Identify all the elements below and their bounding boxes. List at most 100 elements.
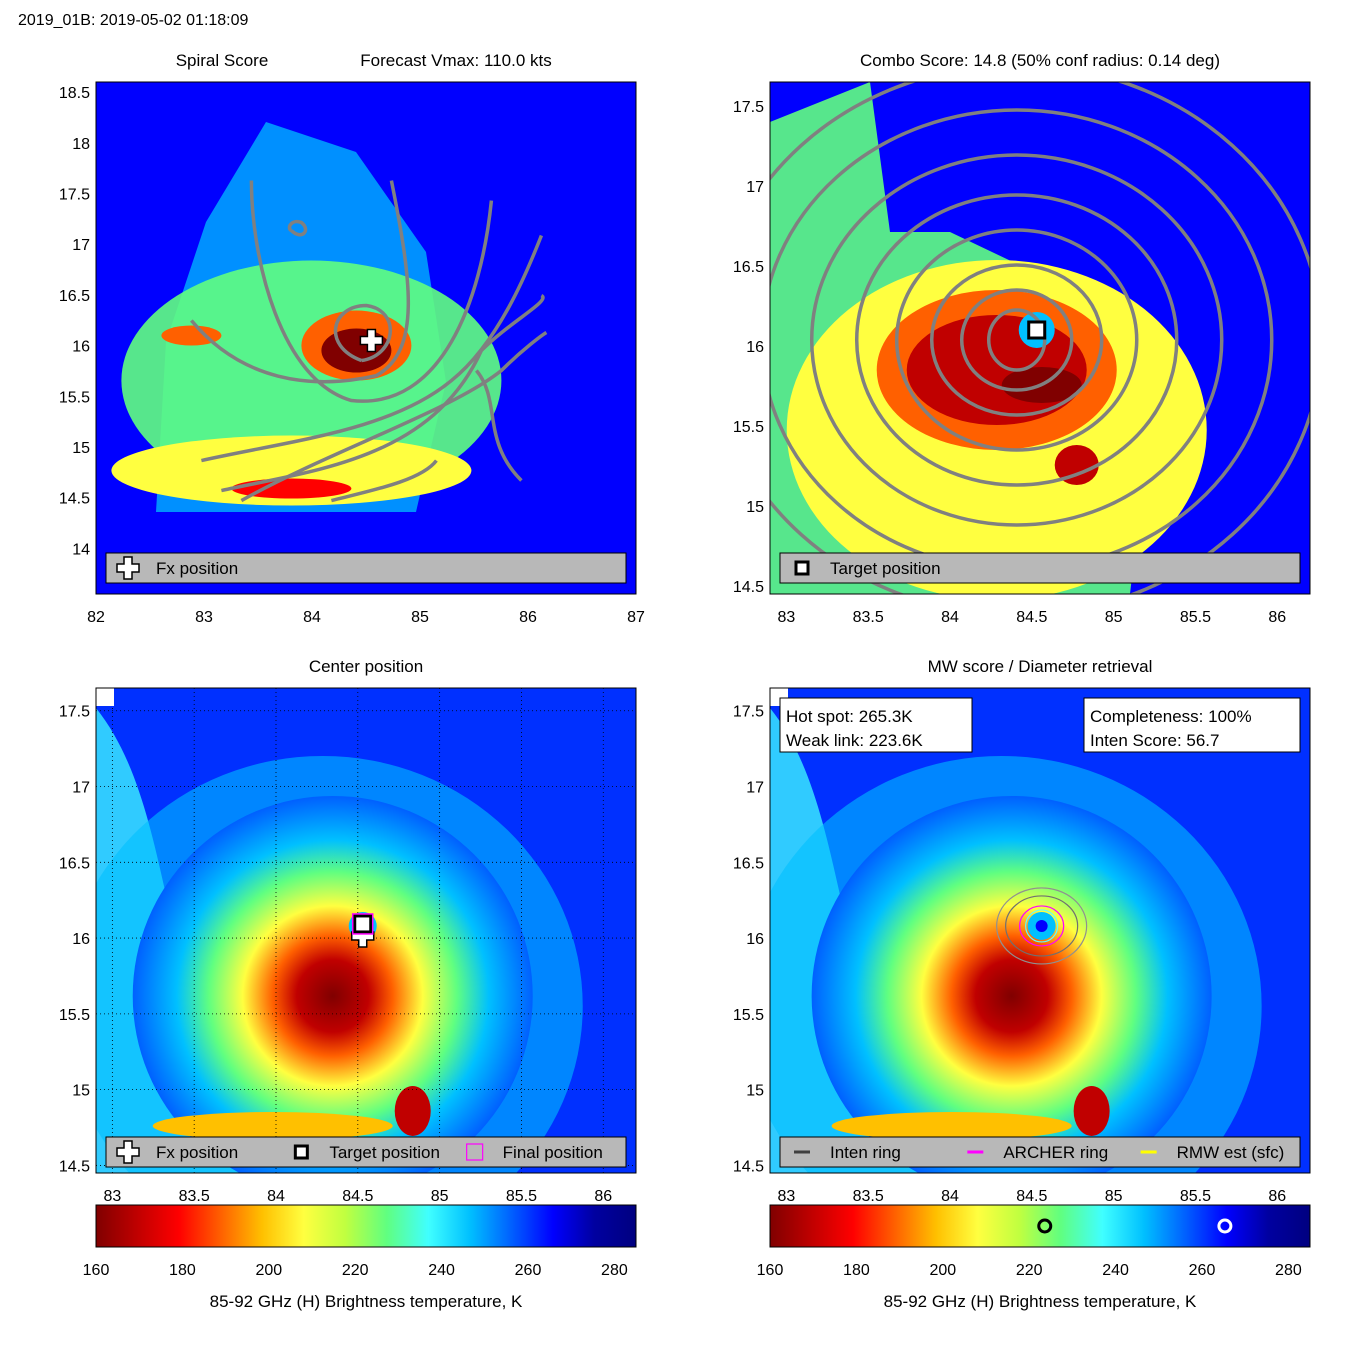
colorbar-cb-left: 160 180 200 220 240 260 280 85-92 GHz (H) Brigh…: [83, 1204, 637, 1311]
y-tick-label: 17: [746, 780, 764, 797]
y-tick-label: 15.5: [733, 419, 764, 436]
panel-center: 83 83.5 84 84.5 85 85.5 86 14.5 15 15.5 16 16.5 17 17…: [59, 657, 637, 1205]
final-position-marker: [351, 913, 374, 935]
legend-box: [779, 1136, 1301, 1168]
colorbar-tick-label: 160: [83, 1262, 110, 1279]
contour-line: [287, 219, 308, 237]
contour-line: [986, 308, 1047, 372]
y-tick-label: 18: [72, 136, 90, 153]
x-tick-label: 83: [103, 1188, 121, 1205]
legend-label: ARCHER ring: [1003, 1143, 1108, 1162]
panel-title: Spiral Score: [176, 51, 269, 70]
y-tick-label: 17.5: [59, 704, 90, 721]
legend-label: Final position: [503, 1143, 603, 1162]
x-tick-label: 84: [303, 609, 321, 626]
legend-label: Fx position: [156, 1143, 238, 1162]
y-tick-label: 15.5: [59, 1007, 90, 1024]
colorbar-tick-label: 240: [428, 1262, 455, 1279]
y-tick-label: 16.5: [59, 288, 90, 305]
y-tick-label: 15.5: [733, 1007, 764, 1024]
colorbar-tick-label: 180: [843, 1262, 870, 1279]
x-tick-label: 84: [267, 1188, 285, 1205]
colorbar-tick-label: 240: [1102, 1262, 1129, 1279]
x-tick-label: 85: [1105, 609, 1123, 626]
target-position-marker: [353, 914, 373, 934]
colorbar-tick-label: 200: [255, 1262, 282, 1279]
x-tick-label: 85.5: [1180, 609, 1211, 626]
hot-spot-box-line: Weak link: 223.6K: [786, 731, 923, 750]
band-cell: [394, 1085, 431, 1136]
y-tick-label: 15.5: [59, 389, 90, 406]
y-tick-label: 17.5: [733, 99, 764, 116]
y-tick-label: 17: [746, 179, 764, 196]
y-tick-label: 16: [72, 931, 90, 948]
target-position-marker: [1027, 320, 1047, 340]
x-tick-label: 85.5: [1180, 1188, 1211, 1205]
colorbar-tick-label: 260: [515, 1262, 542, 1279]
legend-box: [105, 552, 627, 584]
panel-combo: 83 83.5 84 84.5 85 85.5 86 14.5 15 15.5 16 16.5 17 17…: [733, 51, 1311, 626]
band-cell: [152, 1111, 393, 1140]
plot-frame: [95, 687, 637, 1174]
missing-data: [96, 688, 114, 706]
completeness-box: [1083, 697, 1301, 753]
colorbar-tick-label: 260: [1189, 1262, 1216, 1279]
contour-line: [854, 193, 1179, 487]
panel-title: MW score / Diameter retrieval: [928, 657, 1153, 676]
x-tick-label: 84.5: [1016, 609, 1047, 626]
forecast-vmax: Forecast Vmax: 110.0 kts: [360, 51, 551, 70]
y-tick-label: 15: [746, 499, 764, 516]
plot-frame: [769, 687, 1311, 1174]
y-tick-label: 14.5: [733, 579, 764, 596]
y-tick-label: 15: [72, 1083, 90, 1100]
colorbar-tick-label: 160: [757, 1262, 784, 1279]
y-tick-label: 15: [72, 440, 90, 457]
completeness-box-line: Inten Score: 56.7: [1090, 731, 1219, 750]
contour-line: [249, 180, 494, 403]
west-band: [161, 325, 222, 346]
y-tick-label: 17: [72, 237, 90, 254]
colorbar-tick-label: 200: [929, 1262, 956, 1279]
hot-spot-box-line: Hot spot: 265.3K: [786, 707, 913, 726]
panel-title: Combo Score: 14.8 (50% conf radius: 0.14…: [860, 51, 1220, 70]
legend-label: Inten ring: [830, 1143, 901, 1162]
weak-link-marker: [1037, 1218, 1053, 1234]
hot-spot-marker: [1217, 1218, 1233, 1234]
legend-label: Fx position: [156, 559, 238, 578]
x-tick-label: 86: [519, 609, 537, 626]
x-tick-label: 86: [1268, 609, 1286, 626]
contour-line: [959, 288, 1074, 392]
retrieval-ring: [996, 887, 1088, 965]
panel-spiral: 82 83 84 85 86 87 14 14.5 15 15.5 16 16.5 17 17.5 18 18…: [59, 51, 645, 626]
y-tick-label: 16: [746, 931, 764, 948]
legend-cross-icon: [116, 556, 140, 580]
eye-center: [1035, 919, 1048, 932]
x-tick-label: 83.5: [853, 609, 884, 626]
completeness-box-line: Completeness: 100%: [1090, 707, 1252, 726]
retrieval-ring: [1025, 909, 1059, 943]
x-tick-label: 83: [777, 1188, 795, 1205]
legend-square-icon: [794, 560, 810, 576]
retrieval-ring: [1005, 895, 1079, 957]
contour-line: [240, 331, 548, 503]
colorbar-label: 85-92 GHz (H) Brightness temperature, K: [210, 1292, 523, 1311]
y-tick-label: 16.5: [59, 855, 90, 872]
y-tick-label: 16: [72, 339, 90, 356]
contour-line: [190, 180, 411, 384]
colorbar-tick-label: 220: [342, 1262, 369, 1279]
x-tick-label: 82: [87, 609, 105, 626]
figure-title: 2019_01B: 2019-05-02 01:18:09: [18, 12, 249, 29]
y-tick-label: 14.5: [59, 491, 90, 508]
x-tick-label: 86: [1268, 1188, 1286, 1205]
y-tick-label: 16: [746, 339, 764, 356]
x-tick-label: 84: [941, 1188, 959, 1205]
x-tick-label: 85: [431, 1188, 449, 1205]
plot-frame: [95, 81, 637, 595]
colorbar-tick-label: 220: [1016, 1262, 1043, 1279]
y-tick-label: 16.5: [733, 855, 764, 872]
band-cell: [831, 1111, 1072, 1140]
x-tick-label: 84.5: [342, 1188, 373, 1205]
legend-label: Target position: [830, 559, 941, 578]
y-tick-label: 14.5: [59, 1158, 90, 1175]
